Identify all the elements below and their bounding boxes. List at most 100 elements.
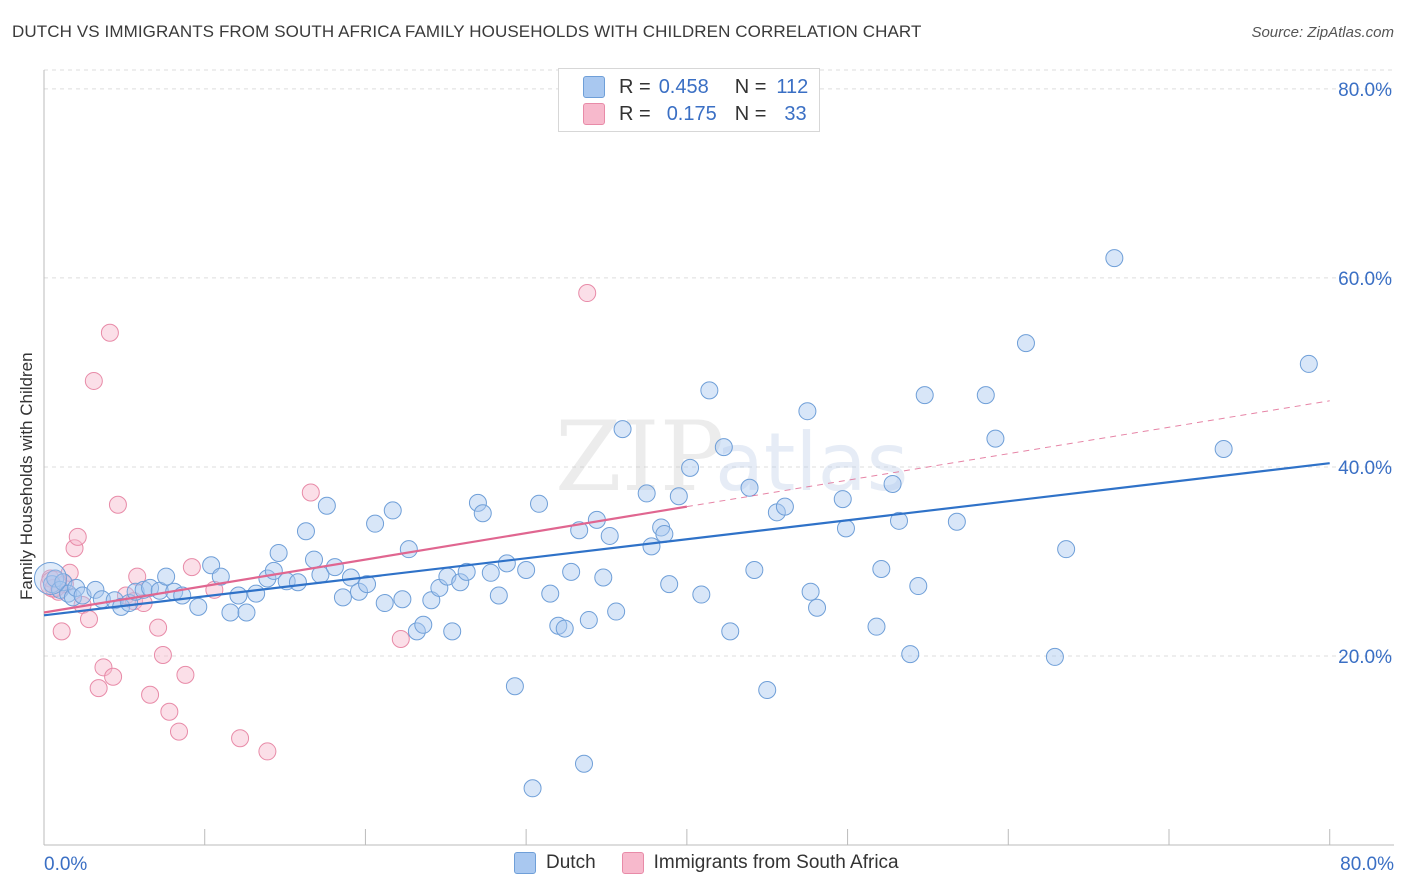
sa-point	[391, 629, 410, 648]
legend-r-value-dutch: 0.458	[658, 75, 709, 98]
dutch-point	[414, 615, 433, 634]
sa-point	[104, 667, 123, 686]
dutch-point	[915, 386, 934, 405]
dutch-point	[562, 562, 581, 581]
sa-point	[80, 610, 98, 629]
dutch-point	[745, 560, 764, 579]
dutch-point	[808, 598, 827, 617]
dutch-point	[655, 525, 674, 544]
dutch-point	[798, 402, 817, 421]
dutch-point	[468, 493, 487, 512]
dutch-point	[758, 681, 777, 699]
dutch-point	[399, 540, 418, 559]
source-label: Source: ZipAtlas.com	[1251, 24, 1394, 41]
sa-point	[170, 722, 188, 741]
dutch-point	[775, 497, 794, 516]
dutch-point	[530, 494, 548, 513]
sa-point	[100, 323, 119, 342]
legend-row-sa: R = 0.175 N = 33	[583, 101, 807, 127]
dutch-point	[305, 550, 323, 569]
axes	[43, 70, 1394, 846]
legend-r-label: R =	[619, 75, 651, 98]
legend-n-value-sa: 33	[784, 102, 807, 125]
sa-point	[231, 729, 250, 748]
dutch-point	[317, 496, 336, 515]
dutch-point	[229, 586, 248, 605]
dutch-point	[642, 537, 661, 556]
dutch-point	[1105, 249, 1124, 268]
y-tick-label: 20.0%	[1338, 647, 1392, 668]
dutch-point	[669, 487, 688, 506]
dutch-point	[375, 594, 394, 613]
dutch-point	[157, 567, 176, 586]
dutch-point	[443, 622, 462, 641]
sa-point	[176, 665, 195, 684]
dutch-point	[366, 514, 385, 533]
series-swatch-sa	[621, 852, 644, 874]
dutch-point	[1016, 334, 1035, 353]
legend-n-label: N =	[734, 102, 767, 125]
legend-n-label: N =	[734, 75, 767, 98]
dutch-point	[189, 597, 208, 616]
dutch-point	[517, 560, 536, 579]
sa-point	[108, 495, 127, 514]
dutch-point	[613, 420, 632, 439]
series-label-dutch: Dutch	[546, 852, 596, 873]
dutch-point	[700, 381, 719, 400]
sa-point	[52, 622, 71, 641]
x-tick-label: 80.0%	[1340, 854, 1394, 875]
sa-point	[149, 618, 168, 637]
dutch-point	[579, 611, 598, 630]
dutch-point	[523, 779, 542, 798]
dutch-trend-line	[43, 462, 1330, 617]
dutch-point	[872, 560, 891, 579]
sa-point	[160, 702, 179, 721]
legend-n-value-dutch: 112	[776, 75, 809, 98]
dutch-point	[481, 563, 500, 582]
dutch-point	[681, 458, 700, 477]
grid-lines	[44, 69, 1394, 657]
watermark-zip: ZIP	[555, 401, 724, 513]
y-tick-label: 40.0%	[1338, 458, 1392, 479]
dutch-point	[555, 619, 574, 638]
sa-point	[153, 646, 172, 665]
dutch-point	[600, 526, 619, 545]
dutch-point	[1299, 354, 1318, 373]
correlation-legend: R = 0.458 N = 112 R = 0.175 N = 33	[558, 68, 820, 132]
dutch-point	[33, 561, 67, 595]
dutch-point	[269, 543, 288, 562]
sa-point	[65, 539, 84, 558]
dutch-point	[976, 386, 995, 405]
legend-r-value-sa: 0.175	[666, 102, 717, 125]
dutch-point	[505, 677, 524, 696]
dutch-point	[575, 754, 593, 773]
dutch-point	[883, 474, 902, 493]
dutch-point	[358, 575, 377, 594]
series-swatch-dutch	[514, 852, 536, 874]
dutch-point	[1045, 647, 1064, 666]
dutch-point	[909, 577, 928, 596]
x-tick-label: 0.0%	[44, 854, 87, 875]
dutch-point	[457, 562, 476, 581]
watermark: ZIP atlas	[555, 401, 908, 513]
sa-trend-extension	[686, 400, 1330, 508]
sa-point	[84, 371, 103, 390]
sa-point	[141, 685, 160, 704]
dutch-point	[451, 573, 470, 592]
dutch-point	[1057, 540, 1076, 559]
legend-r-label: R =	[619, 102, 651, 125]
dutch-point	[67, 578, 86, 597]
dutch-point	[383, 501, 402, 520]
dutch-point	[325, 558, 344, 577]
dutch-point	[221, 603, 240, 622]
dutch-point	[692, 585, 711, 604]
dutch-point	[986, 429, 1005, 448]
dutch-point	[836, 519, 855, 538]
series-legend: Dutch Immigrants from South Africa	[514, 852, 925, 874]
dutch-point	[901, 645, 920, 664]
dutch-point	[393, 590, 412, 609]
dutch-point	[1214, 439, 1233, 458]
dutch-point	[489, 586, 508, 605]
sa-point	[94, 658, 113, 677]
